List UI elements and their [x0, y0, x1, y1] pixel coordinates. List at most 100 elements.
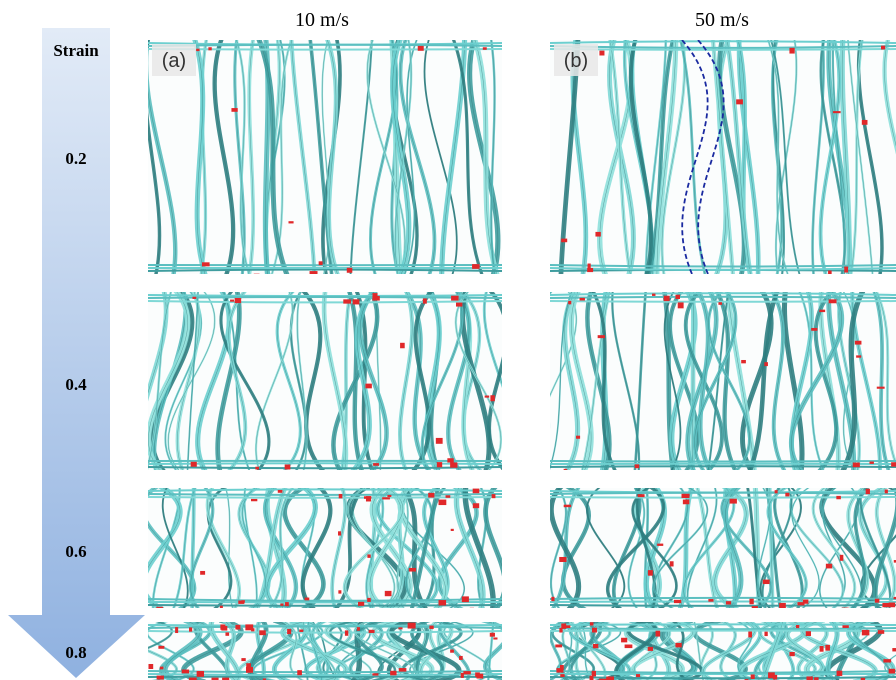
contact	[682, 494, 690, 498]
contact	[730, 499, 737, 504]
contact	[338, 531, 341, 535]
contact	[560, 674, 564, 677]
edge-fiber	[550, 598, 896, 599]
contact	[837, 671, 843, 676]
contact	[158, 646, 164, 649]
contact	[364, 496, 371, 499]
contact	[365, 384, 371, 389]
contact	[428, 493, 434, 498]
contact	[853, 463, 860, 468]
contact	[592, 671, 596, 677]
edge-fiber	[148, 297, 502, 298]
contact	[675, 643, 681, 647]
contact	[182, 670, 189, 674]
panels	[110, 38, 896, 680]
contact	[749, 599, 753, 605]
contact	[785, 493, 789, 497]
contact	[385, 591, 392, 596]
contact	[779, 603, 786, 608]
strain-title: Strain	[53, 41, 99, 60]
contact	[564, 505, 572, 508]
contact	[472, 264, 480, 269]
fiber-panel	[532, 290, 896, 474]
contact	[862, 630, 870, 635]
contact	[589, 676, 593, 680]
contact	[197, 671, 204, 677]
contact	[285, 464, 291, 469]
contact	[490, 395, 494, 401]
contact	[675, 295, 680, 299]
contact	[390, 671, 396, 676]
fiber-edge	[532, 290, 552, 472]
contact	[297, 670, 302, 675]
fiber-panel	[145, 38, 502, 276]
contact	[382, 497, 390, 499]
contact	[635, 464, 639, 468]
contact	[220, 606, 223, 609]
contact	[878, 630, 884, 634]
contact	[160, 667, 164, 670]
contact	[763, 580, 770, 584]
edge-fiber	[550, 461, 896, 462]
contact	[157, 676, 164, 680]
contact	[373, 293, 378, 297]
contact	[657, 544, 663, 546]
fiber-panel	[110, 620, 511, 680]
contact	[493, 637, 497, 639]
contact	[429, 626, 433, 629]
contact	[231, 108, 237, 112]
contact	[439, 500, 447, 506]
contact	[367, 598, 371, 602]
contact	[492, 494, 496, 498]
contact	[829, 299, 837, 303]
contact	[202, 262, 210, 266]
contact	[741, 360, 746, 363]
contact	[254, 274, 260, 277]
contact	[621, 638, 627, 643]
contact	[592, 628, 597, 633]
column-header: 10 m/s	[295, 9, 349, 31]
contact	[369, 630, 375, 633]
contact	[285, 602, 289, 606]
contact	[418, 46, 424, 51]
contact	[869, 462, 873, 464]
contact	[175, 627, 178, 633]
contact	[797, 602, 804, 605]
contact	[446, 495, 451, 497]
contact	[751, 674, 755, 679]
contact	[764, 362, 768, 366]
contact	[842, 625, 848, 628]
contact	[636, 674, 640, 677]
contact	[255, 467, 259, 470]
contact	[148, 664, 153, 669]
page: Strain 0.2 0.4 0.6 0.8 10 m/s 50 m/s (a)…	[0, 0, 896, 680]
contact	[599, 51, 604, 56]
contact	[595, 232, 600, 237]
contact	[862, 120, 868, 125]
contact	[638, 494, 645, 497]
contact	[652, 294, 655, 296]
contact	[251, 628, 254, 631]
contact	[436, 438, 443, 444]
contact	[463, 671, 470, 674]
contact	[259, 630, 265, 635]
contact	[826, 564, 832, 569]
edge-fiber	[550, 301, 896, 302]
contact	[447, 458, 453, 462]
contact	[587, 268, 593, 272]
contact	[883, 659, 891, 662]
contact	[473, 489, 480, 494]
contact	[241, 658, 245, 661]
contact	[836, 496, 841, 499]
figure: Strain 0.2 0.4 0.6 0.8 10 m/s 50 m/s (a)…	[0, 0, 896, 680]
contact	[208, 47, 211, 50]
contact	[806, 676, 812, 680]
contact	[866, 489, 870, 494]
contact	[708, 599, 713, 602]
contact	[235, 298, 242, 303]
edge-fiber	[148, 494, 502, 495]
contact	[606, 677, 614, 680]
contact	[806, 631, 811, 636]
contact	[856, 355, 861, 357]
contact	[820, 646, 824, 652]
